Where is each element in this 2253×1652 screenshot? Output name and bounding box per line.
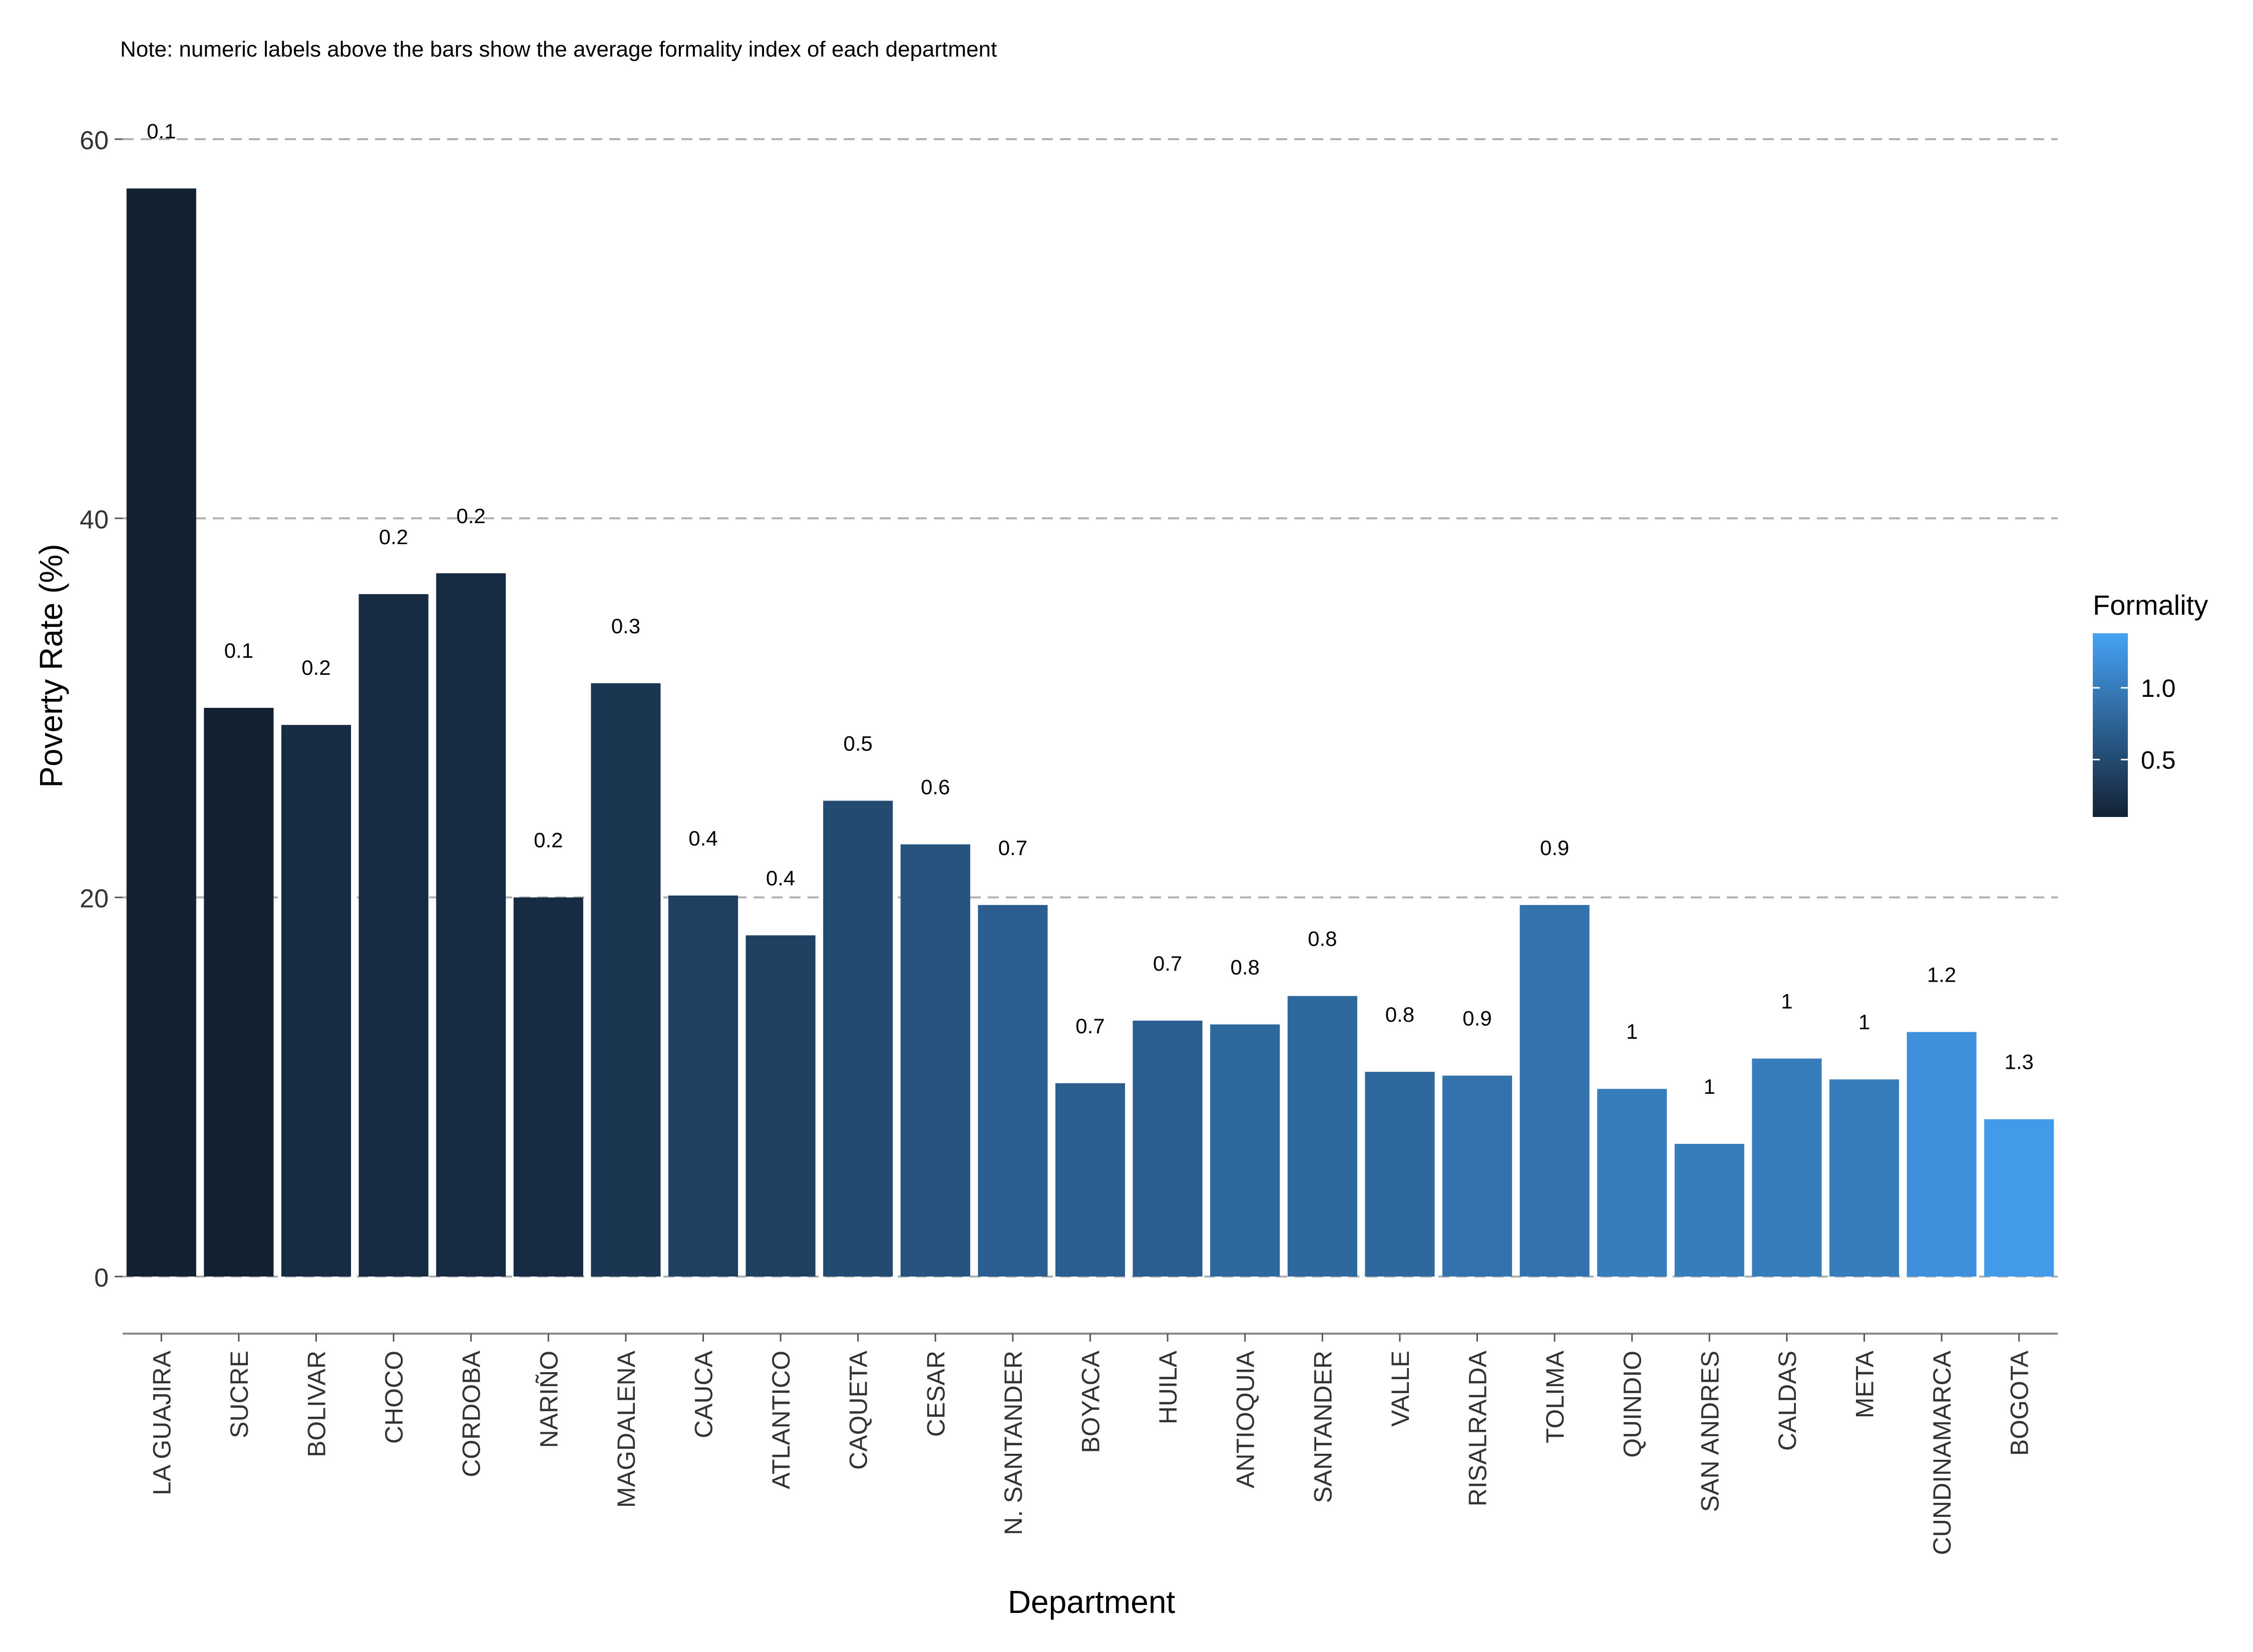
legend-tick-label: 0.5 — [2141, 746, 2176, 774]
bar — [204, 708, 274, 1277]
bar-value-label: 0.8 — [1385, 1003, 1414, 1026]
bar — [900, 844, 970, 1277]
bar — [1210, 1024, 1280, 1277]
legend-colorbar — [2093, 633, 2128, 817]
x-tick-label: QUINDIO — [1619, 1351, 1647, 1458]
bar — [1597, 1089, 1667, 1277]
bar-value-label: 1 — [1781, 990, 1792, 1013]
bar-value-label: 0.7 — [1153, 952, 1182, 975]
bar-value-label: 0.2 — [534, 829, 563, 852]
legend-tick-label: 1.0 — [2141, 674, 2176, 702]
x-tick-label: ATLANTICO — [767, 1351, 795, 1489]
bar-value-label: 0.3 — [611, 614, 640, 638]
x-tick-label: RISALRALDA — [1464, 1350, 1492, 1506]
bar-value-label: 1 — [1858, 1010, 1870, 1034]
bar — [978, 905, 1048, 1277]
bar-value-label: 1 — [1626, 1020, 1638, 1043]
bar — [1674, 1143, 1744, 1277]
x-tick-label: NARIÑO — [535, 1351, 563, 1448]
x-tick-label: CAUCA — [690, 1350, 718, 1438]
bar-value-label: 0.4 — [766, 866, 795, 890]
bar — [436, 573, 506, 1277]
axes: 0 20 40 60 LA GUAJIRA SUCRE BOLIVAR CHOCO CORDOB… — [80, 126, 2058, 1555]
bar-value-label: 0.8 — [1231, 955, 1260, 979]
bar — [1133, 1020, 1203, 1277]
bar — [1365, 1072, 1435, 1277]
bar-value-label: 0.5 — [844, 732, 873, 755]
x-tick-label: ANTIOQUIA — [1232, 1350, 1260, 1488]
bar-value-label: 1.2 — [1927, 963, 1956, 987]
bar-value-label: 0.2 — [301, 656, 330, 679]
legend-title: Formality — [2093, 589, 2208, 621]
bar — [745, 935, 816, 1277]
x-tick-label: CORDOBA — [458, 1350, 486, 1477]
x-tick-label: META — [1851, 1350, 1879, 1418]
bars — [126, 188, 2054, 1277]
bar — [1287, 996, 1357, 1277]
x-tick-label: BOGOTA — [2006, 1350, 2034, 1456]
x-tick-label: HUILA — [1154, 1350, 1182, 1424]
bar — [513, 897, 583, 1277]
x-tick-label: MAGDALENA — [612, 1350, 640, 1508]
x-tick-label: BOLIVAR — [303, 1351, 331, 1457]
x-tick-label: TOLIMA — [1541, 1350, 1569, 1443]
bar — [1442, 1075, 1513, 1277]
bar-value-label: 0.9 — [1462, 1007, 1491, 1030]
x-tick-label: CALDAS — [1773, 1351, 1801, 1451]
x-tick-label: SANTANDER — [1309, 1351, 1337, 1503]
x-tick-label: BOYACA — [1077, 1350, 1105, 1453]
bar — [823, 800, 893, 1277]
bar-value-label: 0.6 — [921, 775, 950, 799]
x-tick-label: CHOCO — [380, 1351, 408, 1444]
x-tick-label: CUNDINAMARCA — [1928, 1350, 1956, 1555]
x-tick-label: SAN ANDRES — [1696, 1351, 1724, 1512]
bar — [281, 725, 351, 1277]
bar — [358, 594, 429, 1277]
legend: Formality 0.5 1.0 — [2093, 589, 2208, 817]
bar — [1907, 1032, 1977, 1277]
bar-value-label: 0.8 — [1308, 927, 1337, 951]
y-tick-label: 0 — [94, 1264, 109, 1293]
bar — [668, 895, 738, 1277]
y-tick-label: 60 — [80, 126, 109, 155]
bar-value-label: 1.3 — [2005, 1050, 2034, 1074]
bar — [1984, 1119, 2054, 1277]
bar — [1829, 1079, 1900, 1277]
x-tick-label: CAQUETA — [845, 1350, 873, 1470]
bar-value-label: 0.7 — [998, 836, 1027, 860]
bar-labels: 0.1 0.1 0.2 0.2 0.2 0.2 0.3 0.4 0.4 0.5 0.6 0.7 0.7 0… — [147, 119, 2034, 1098]
bar-value-label: 0.2 — [379, 525, 408, 549]
x-tick-label: VALLE — [1386, 1351, 1414, 1427]
bar — [591, 683, 661, 1277]
y-tick-label: 40 — [80, 505, 109, 534]
bar-value-label: 0.2 — [457, 504, 486, 528]
x-tick-label: CESAR — [922, 1351, 950, 1437]
bar-value-label: 0.7 — [1075, 1014, 1104, 1038]
bar — [1752, 1058, 1822, 1277]
bar — [1055, 1083, 1125, 1277]
x-tick-label: LA GUAJIRA — [148, 1350, 176, 1495]
x-tick-label: SUCRE — [225, 1351, 253, 1438]
bar-value-label: 0.1 — [224, 639, 253, 662]
y-tick-label: 20 — [80, 885, 109, 914]
bar-value-label: 0.4 — [688, 827, 717, 850]
bar — [1520, 905, 1590, 1277]
bar-value-label: 0.1 — [147, 119, 176, 143]
x-tick-label: N. SANTANDER — [999, 1351, 1027, 1535]
bar-value-label: 0.9 — [1540, 836, 1569, 860]
chart-note: Note: numeric labels above the bars show… — [120, 37, 997, 62]
bar-value-label: 1 — [1704, 1075, 1715, 1098]
bar — [126, 188, 196, 1277]
x-axis-title: Department — [1008, 1584, 1176, 1620]
y-axis-title: Poverty Rate (%) — [33, 544, 69, 787]
